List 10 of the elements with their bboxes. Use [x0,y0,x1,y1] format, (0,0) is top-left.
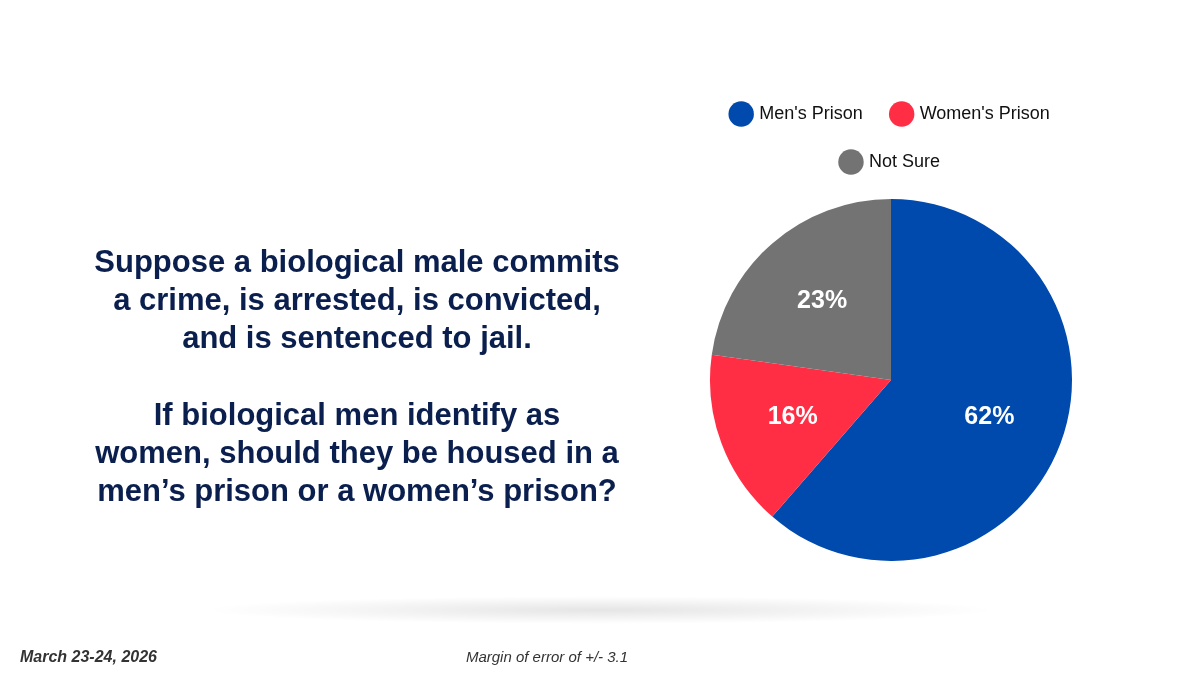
data-label: 16% [767,400,818,429]
text: March 23-24, 2026 [20,648,157,666]
text: If biological men identify as women, should they be housed in a men’s prison or a women’s prison? [94,396,620,510]
text: Margin of error of +/- 3.1 [465,648,629,665]
data-label: 62% [964,400,1015,429]
legend-label: Not Sure [868,150,941,171]
text: Suppose a biological male commits a crime, is arrested, is convicted, and is sentenced to jail. [93,243,621,357]
data-label: 23% [797,284,848,313]
legend-label: Men's Prison [759,102,863,123]
legend-label: Women's Prison [919,102,1050,123]
